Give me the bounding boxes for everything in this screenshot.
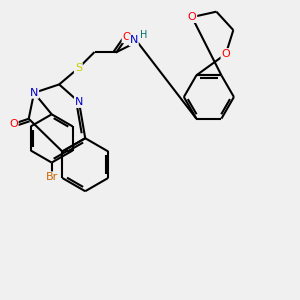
Text: N: N bbox=[130, 35, 138, 45]
Text: O: O bbox=[188, 12, 196, 22]
Text: H: H bbox=[140, 30, 147, 40]
Text: N: N bbox=[75, 97, 83, 107]
Text: Br: Br bbox=[46, 172, 58, 182]
Text: O: O bbox=[122, 32, 131, 42]
Text: N: N bbox=[30, 88, 38, 98]
Text: O: O bbox=[9, 119, 18, 129]
Text: S: S bbox=[75, 63, 82, 73]
Text: O: O bbox=[221, 49, 230, 59]
